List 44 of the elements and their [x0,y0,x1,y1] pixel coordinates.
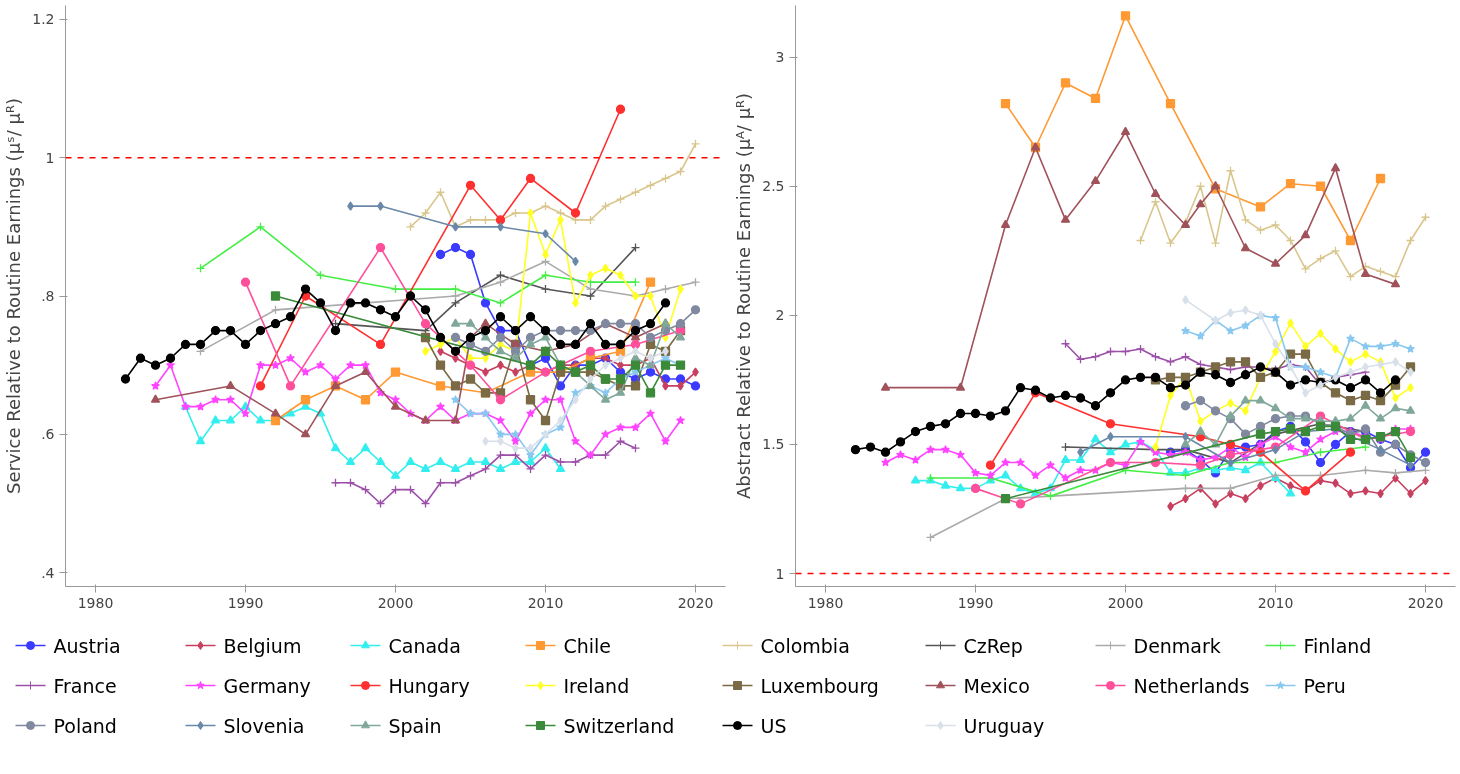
legend-label: France [53,674,117,697]
legend-label: Luxembourg [760,674,879,697]
y-axis-title: Abstract Relative to Routine Earnings (μᴬ/ μᴿ) [733,93,755,499]
y-tick-label: 1 [45,149,55,166]
legend-label: Chile [563,634,612,657]
x-tick-label: 1980 [77,594,114,611]
legend-label: Hungary [388,674,470,697]
legend-label: Belgium [223,634,302,657]
y-tick-label: 1.2 [32,11,55,28]
x-tick-label: 2000 [1107,594,1144,611]
legend-label: Spain [388,714,442,737]
y-axis-title: Service Relative to Routine Earnings (μˢ/ μᴿ) [3,98,25,494]
y-tick-label: 3 [775,49,785,66]
x-tick-label: 2020 [1407,594,1444,611]
legend-label: Uruguay [963,714,1045,737]
legend-label: Canada [388,634,461,657]
legend-label: US [760,714,787,737]
x-tick-label: 2020 [677,594,714,611]
legend-label: Germany [223,674,311,697]
x-tick-label: 2010 [527,594,564,611]
legend-label: CzRep [963,634,1023,657]
legend-label: Finland [1303,634,1372,657]
legend-label: Austria [53,634,121,657]
x-tick-label: 1990 [957,594,994,611]
y-tick-label: 1 [775,565,785,582]
legend-label: Poland [53,714,117,737]
x-tick-label: 1990 [227,594,264,611]
legend-label: Colombia [760,634,850,657]
y-tick-label: 1.5 [762,436,785,453]
y-tick-label: .4 [41,564,55,581]
x-tick-label: 2000 [377,594,414,611]
x-tick-label: 2010 [1257,594,1294,611]
y-tick-label: .6 [41,426,55,443]
legend-label: Ireland [563,674,630,697]
x-tick-label: 1980 [807,594,844,611]
legend-label: Slovenia [223,714,305,737]
legend-label: Mexico [963,674,1030,697]
y-tick-label: .8 [41,288,55,304]
y-tick-label: 2.5 [762,178,785,195]
y-tick-label: 2 [775,307,785,324]
legend-label: Netherlands [1133,674,1250,697]
legend-label: Peru [1303,674,1346,697]
legend-label: Switzerland [563,714,675,737]
legend-label: Denmark [1133,634,1221,657]
